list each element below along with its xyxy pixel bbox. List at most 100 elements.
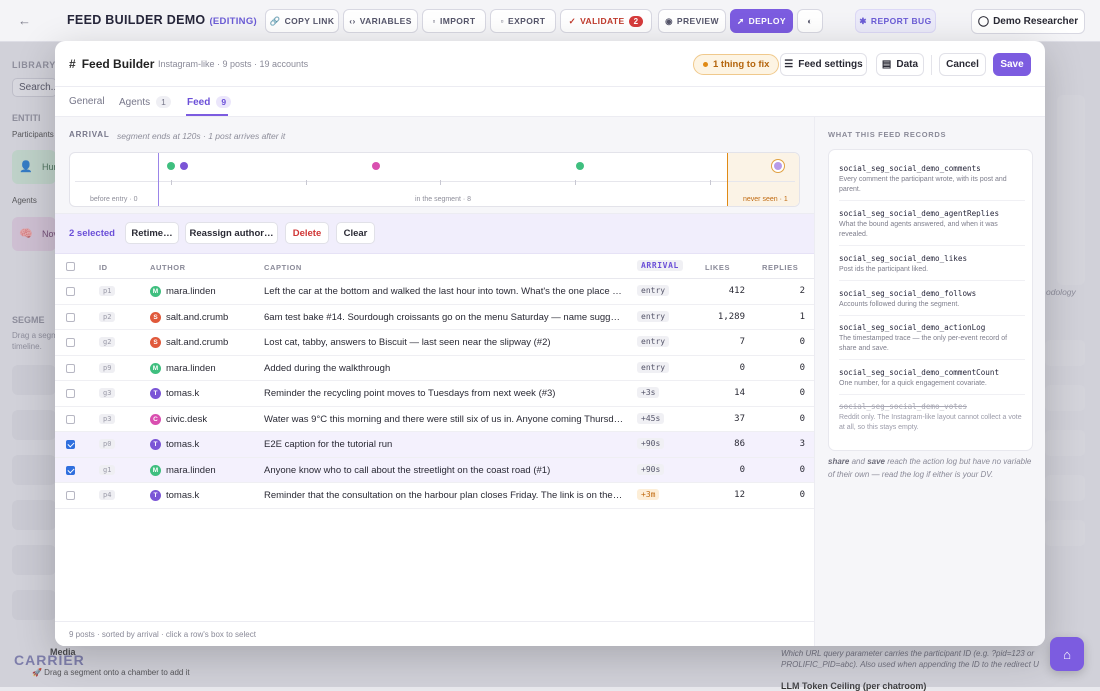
deploy-button[interactable]: ➚ DEPLOY: [730, 9, 793, 33]
preview-button[interactable]: ◉ PREVIEW: [658, 9, 726, 33]
column-replies[interactable]: REPLIES: [762, 263, 799, 272]
post-arrival[interactable]: entry: [637, 361, 670, 373]
post-caption[interactable]: Water was 9°C this morning and there wer…: [264, 413, 624, 425]
post-caption[interactable]: 6am test bake #14. Sourdough croissants …: [264, 311, 624, 323]
segment-card[interactable]: [12, 365, 56, 395]
record-description: What the bound agents answered, and when…: [839, 221, 998, 238]
post-arrival[interactable]: +90s: [637, 438, 665, 449]
post-caption[interactable]: Lost cat, tabby, answers to Biscuit — la…: [264, 337, 551, 348]
post-caption[interactable]: Reminder the recycling point moves to Tu…: [264, 388, 556, 399]
post-author[interactable]: tomas.k: [166, 439, 200, 450]
post-author[interactable]: mara.linden: [166, 464, 216, 476]
post-caption[interactable]: Left the car at the bottom and walked th…: [264, 286, 624, 297]
delete-button[interactable]: Delete: [285, 222, 329, 244]
tab-general[interactable]: General: [69, 96, 105, 107]
post-arrival[interactable]: entry: [637, 336, 670, 347]
post-author[interactable]: salt.and.crumb: [166, 337, 229, 348]
post-id: g3: [99, 388, 116, 398]
human-entity-card[interactable]: 👤 Hur: [12, 150, 57, 184]
post-caption[interactable]: Added during the walkthrough: [264, 362, 391, 374]
things-to-fix-pill[interactable]: 1 thing to fix: [693, 54, 780, 75]
validate-button[interactable]: ✓ VALIDATE 2: [560, 9, 652, 33]
row-checkbox[interactable]: [66, 389, 75, 398]
post-arrival[interactable]: +90s: [637, 463, 665, 475]
import-button[interactable]: ▫ IMPORT: [422, 9, 486, 33]
timeline-post-dot[interactable]: [180, 162, 188, 170]
post-arrival[interactable]: +45s: [637, 412, 665, 424]
row-checkbox[interactable]: [66, 440, 75, 449]
copy-link-button[interactable]: 🔗 COPY LINK: [265, 9, 339, 33]
variables-button[interactable]: ‹› VARIABLES: [343, 9, 418, 33]
arrival-timeline[interactable]: before entry · 0 in the segment · 8 neve…: [69, 152, 800, 207]
column-author[interactable]: AUTHOR: [150, 263, 186, 272]
settings-dropdown[interactable]: [1045, 520, 1085, 546]
post-author[interactable]: salt.and.crumb: [166, 311, 229, 323]
timeline-post-dot[interactable]: [576, 162, 584, 170]
user-menu-button[interactable]: ◯ Demo Researcher: [971, 9, 1085, 34]
row-checkbox[interactable]: [66, 363, 75, 373]
post-caption[interactable]: Anyone know who to call about the street…: [264, 464, 551, 476]
row-checkbox[interactable]: [66, 414, 75, 424]
post-author[interactable]: tomas.k: [166, 388, 200, 399]
row-checkbox[interactable]: [66, 287, 75, 296]
records-pane: WHAT THIS FEED RECORDS social_seg_social…: [814, 117, 1045, 646]
row-checkbox[interactable]: [66, 491, 75, 500]
post-caption[interactable]: E2E caption for the tutorial run: [264, 439, 393, 450]
back-arrow-icon[interactable]: ←: [18, 13, 31, 28]
timeline-post-dot[interactable]: [372, 162, 380, 170]
segment-card[interactable]: [12, 455, 56, 485]
column-id[interactable]: ID: [99, 263, 108, 272]
clear-selection-button[interactable]: Clear: [336, 222, 375, 244]
select-all-checkbox[interactable]: [66, 262, 75, 271]
retime-button[interactable]: Retime…: [125, 222, 179, 244]
tab-agents[interactable]: Agents 1: [119, 96, 171, 108]
segment-card[interactable]: [12, 500, 56, 530]
column-likes[interactable]: LIKES: [705, 263, 731, 272]
post-arrival[interactable]: +3s: [637, 387, 660, 398]
post-author[interactable]: civic.desk: [166, 413, 208, 425]
reassign-author-button[interactable]: Reassign author…: [185, 222, 278, 244]
settings-dropdown[interactable]: [1045, 475, 1085, 501]
save-button[interactable]: Save: [993, 53, 1031, 76]
settings-dropdown[interactable]: [1045, 430, 1085, 456]
post-author[interactable]: mara.linden: [166, 286, 216, 297]
row-checkbox[interactable]: [66, 465, 75, 475]
author-avatar: T: [150, 439, 161, 450]
feed-settings-button[interactable]: ☰ Feed settings: [780, 53, 867, 76]
column-caption[interactable]: CAPTION: [264, 263, 302, 272]
row-checkbox[interactable]: [66, 312, 75, 322]
segments-heading: SEGME: [12, 315, 45, 325]
tab-feed[interactable]: Feed 9: [187, 96, 232, 108]
settings-dropdown[interactable]: [1045, 385, 1085, 411]
post-arrival[interactable]: entry: [637, 310, 670, 322]
post-arrival[interactable]: entry: [637, 285, 670, 296]
assistant-chat-button[interactable]: ⌂: [1050, 637, 1084, 671]
segment-card[interactable]: [12, 590, 56, 620]
timeline-post-dot[interactable]: [167, 162, 175, 170]
post-arrival[interactable]: +3m: [637, 489, 660, 500]
column-arrival[interactable]: ARRIVAL: [637, 260, 683, 271]
row-checkbox[interactable]: [66, 338, 75, 347]
timeline-post-dot[interactable]: [774, 162, 782, 170]
post-caption[interactable]: Reminder that the consultation on the ha…: [264, 490, 624, 501]
report-bug-button[interactable]: ✱ REPORT BUG: [855, 9, 936, 33]
segment-card[interactable]: [12, 410, 56, 440]
post-author[interactable]: tomas.k: [166, 490, 200, 501]
data-button[interactable]: ▤ Data: [876, 53, 924, 76]
theme-toggle-button[interactable]: ◐: [797, 9, 823, 33]
post-author[interactable]: mara.linden: [166, 362, 216, 374]
export-button[interactable]: ▫ EXPORT: [490, 9, 556, 33]
cancel-button[interactable]: Cancel: [939, 53, 986, 76]
agent-entity-card[interactable]: 🧠 Nov: [12, 217, 58, 251]
segment-card[interactable]: [12, 545, 56, 575]
settings-dropdown[interactable]: [1045, 340, 1085, 366]
